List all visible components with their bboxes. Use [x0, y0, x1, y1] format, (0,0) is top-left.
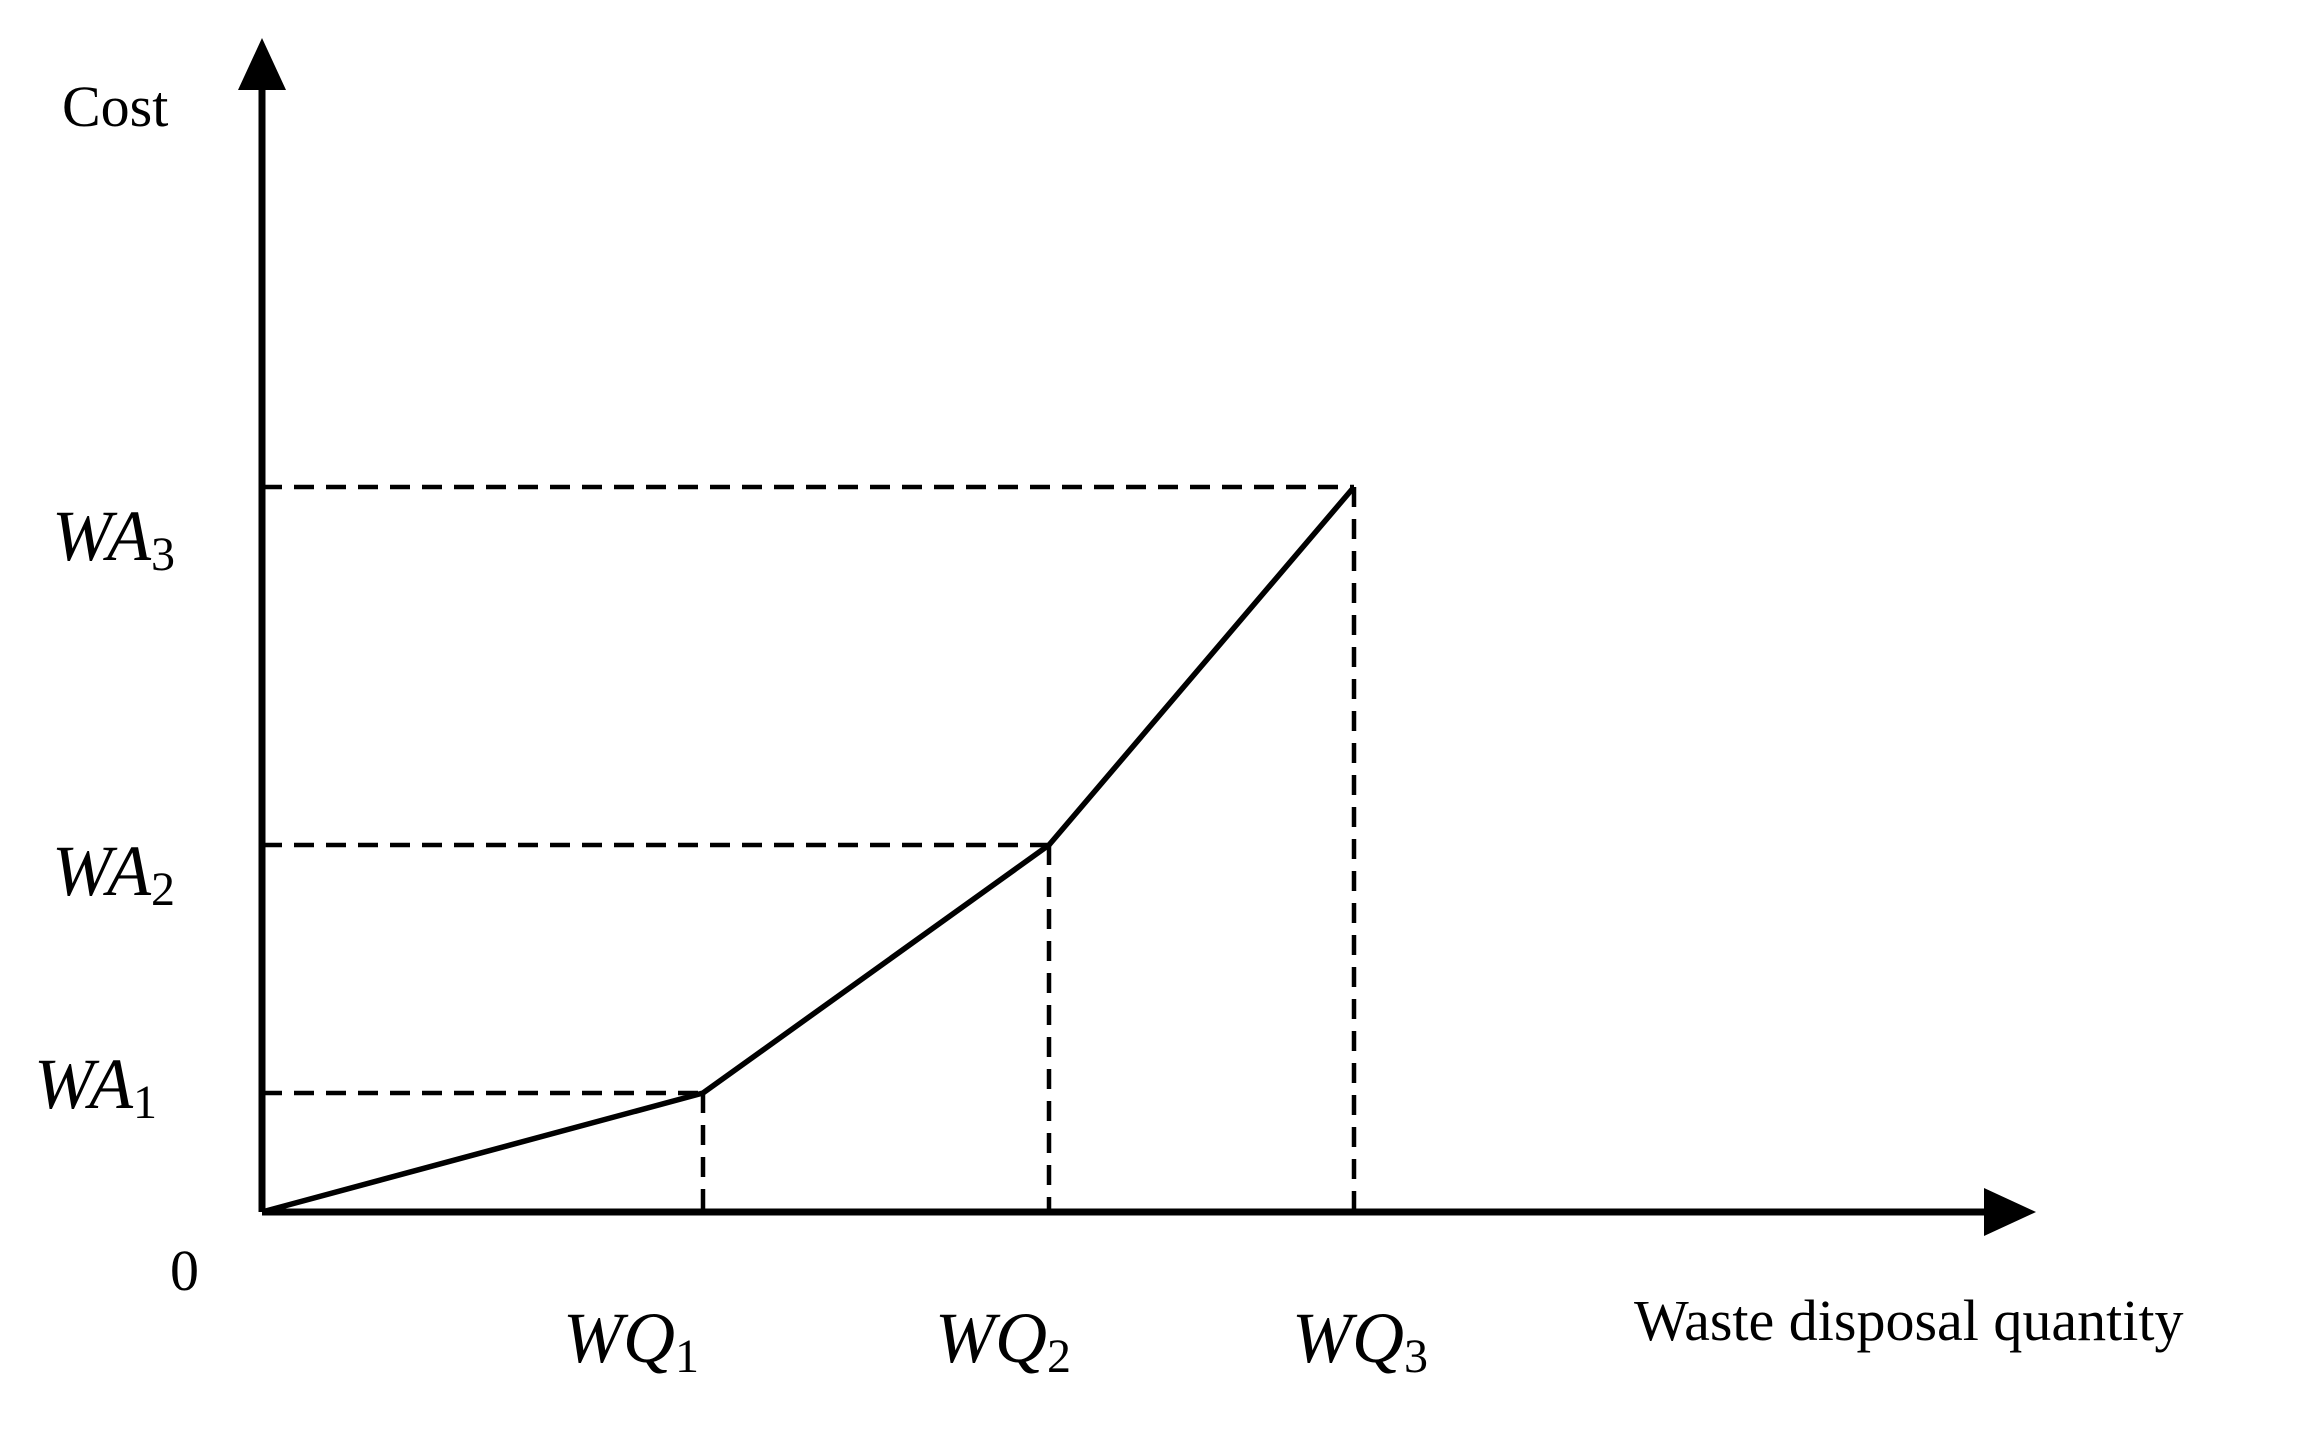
guide-lines: [262, 484, 1357, 1212]
wa3-label: WA3: [52, 496, 175, 581]
wa3-symbol: WA: [52, 496, 152, 576]
wa1-label: WA1: [34, 1044, 157, 1129]
wa2-symbol: WA: [52, 831, 152, 911]
wq2-subscript: 2: [1047, 1330, 1071, 1383]
x-axis-label: Waste disposal quantity: [1634, 1288, 2183, 1353]
wa2-subscript: 2: [151, 863, 175, 916]
wq1-label: WQ1: [563, 1298, 699, 1383]
wa2-label: WA2: [52, 831, 175, 916]
wa1-symbol: WA: [34, 1044, 134, 1124]
cost-curve: [261, 485, 1357, 1215]
y-axis-arrowhead: [238, 38, 286, 90]
wq2-symbol: WQ: [935, 1298, 1047, 1378]
wq1-subscript: 1: [675, 1330, 699, 1383]
x-axis-arrowhead: [1984, 1188, 2036, 1236]
wq3-symbol: WQ: [1292, 1298, 1404, 1378]
axes: [238, 38, 2036, 1236]
wq2-label: WQ2: [935, 1298, 1071, 1383]
wa3-subscript: 3: [151, 528, 175, 581]
wq3-subscript: 3: [1404, 1330, 1428, 1383]
y-axis-label: Cost: [62, 74, 168, 139]
wa1-subscript: 1: [133, 1076, 157, 1129]
origin-label: 0: [170, 1238, 199, 1303]
wq3-label: WQ3: [1292, 1298, 1428, 1383]
wq1-symbol: WQ: [563, 1298, 675, 1378]
